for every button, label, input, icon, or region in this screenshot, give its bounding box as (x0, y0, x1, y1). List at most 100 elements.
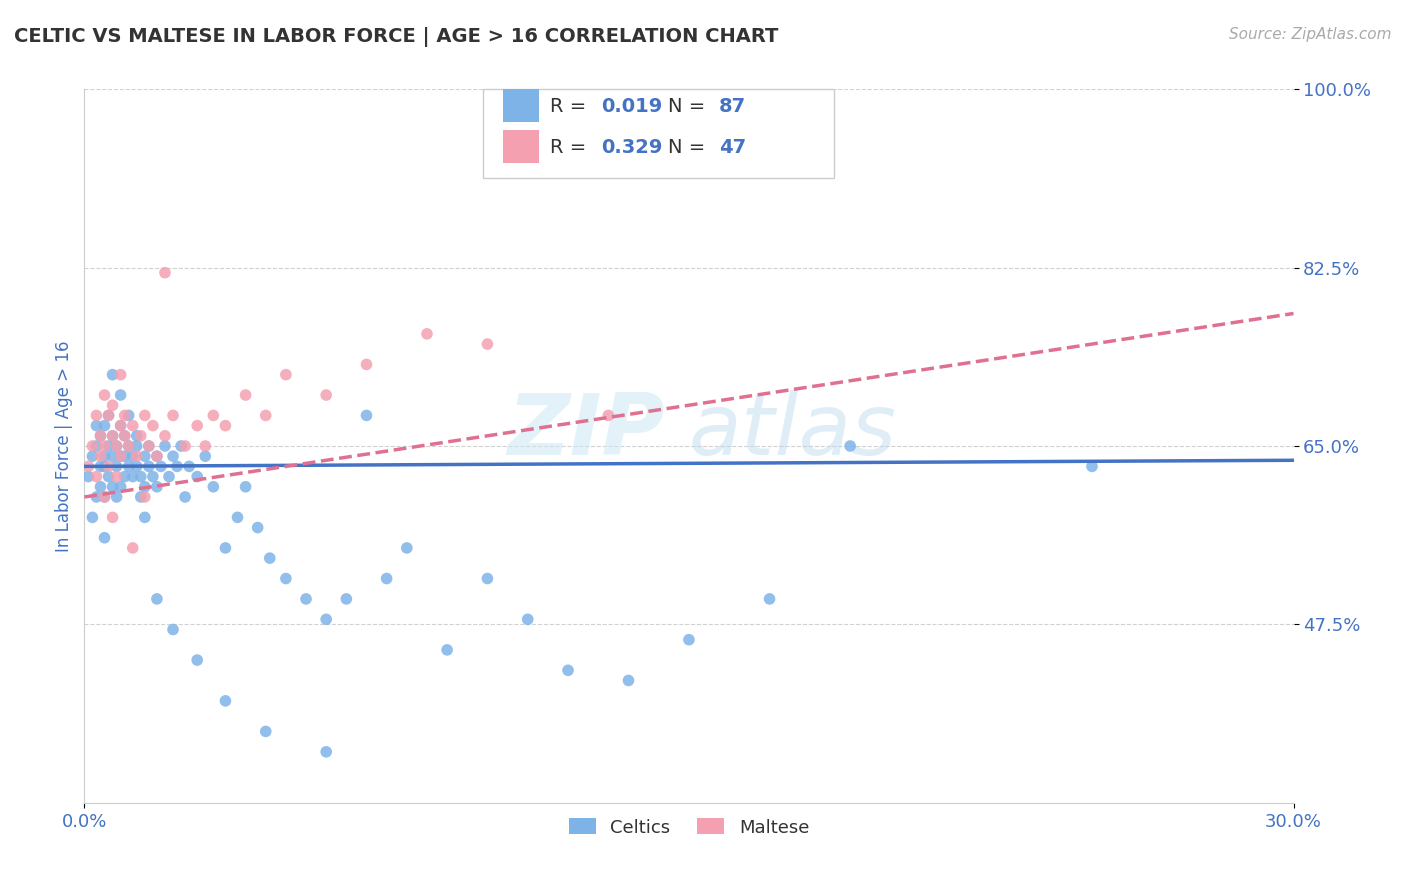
Point (114, 409, 136, 423)
Point (97, 439, 120, 453)
Point (134, 490, 156, 504)
Point (274, 572, 297, 586)
Point (356, 409, 378, 423)
Point (295, 591, 318, 606)
Point (114, 469, 136, 483)
Point (758, 591, 780, 606)
Point (93, 418, 115, 433)
Point (259, 551, 281, 566)
Point (153, 266, 176, 280)
Point (315, 388, 337, 402)
Point (118, 439, 141, 453)
Point (110, 388, 132, 402)
Point (105, 439, 128, 453)
Point (678, 632, 700, 647)
Point (101, 510, 124, 524)
Text: 0.329: 0.329 (600, 138, 662, 157)
Point (146, 591, 169, 606)
Point (557, 663, 579, 677)
Point (110, 449, 132, 463)
Point (477, 572, 499, 586)
Point (101, 398, 124, 412)
Point (93, 439, 115, 453)
Point (157, 469, 180, 483)
Text: R =: R = (550, 97, 592, 116)
FancyBboxPatch shape (503, 130, 538, 162)
Point (101, 449, 124, 463)
Point (86, 409, 108, 423)
Legend: Celtics, Maltese: Celtics, Maltese (561, 811, 817, 844)
Point (118, 409, 141, 423)
Point (246, 520, 269, 534)
Point (416, 326, 439, 341)
Point (125, 459, 148, 474)
Point (1081, 459, 1104, 474)
Point (97, 409, 120, 423)
Point (93, 490, 115, 504)
Point (110, 418, 132, 433)
Point (86, 439, 108, 453)
Point (77, 459, 100, 474)
Point (254, 724, 277, 739)
Point (89, 429, 111, 443)
Point (598, 409, 620, 423)
Point (315, 745, 337, 759)
Point (105, 469, 128, 483)
Point (617, 673, 640, 688)
Point (186, 418, 208, 433)
Point (395, 541, 418, 555)
Point (162, 623, 184, 637)
Point (86, 469, 108, 483)
Point (129, 490, 152, 504)
Point (179, 459, 201, 474)
Point (114, 429, 136, 443)
Text: N =: N = (668, 97, 711, 116)
Point (97, 459, 120, 474)
Point (166, 459, 188, 474)
Point (105, 490, 128, 504)
Point (93, 459, 115, 474)
Point (149, 459, 172, 474)
Point (170, 439, 193, 453)
Point (254, 409, 277, 423)
Point (138, 439, 160, 453)
Point (86, 490, 108, 504)
Point (214, 541, 236, 555)
Point (142, 418, 165, 433)
Point (114, 449, 136, 463)
Text: ZIP: ZIP (508, 390, 665, 474)
Point (110, 368, 132, 382)
Point (97, 469, 120, 483)
Point (89, 429, 111, 443)
Point (89, 459, 111, 474)
Text: atlas: atlas (689, 390, 897, 474)
Point (153, 429, 176, 443)
Text: CELTIC VS MALTESE IN LABOR FORCE | AGE > 16 CORRELATION CHART: CELTIC VS MALTESE IN LABOR FORCE | AGE >… (14, 27, 779, 46)
Point (93, 388, 115, 402)
Point (194, 439, 217, 453)
Point (82, 449, 104, 463)
Text: 0.019: 0.019 (600, 97, 662, 116)
Point (125, 439, 148, 453)
Point (93, 531, 115, 545)
Point (186, 469, 208, 483)
Point (146, 449, 169, 463)
Point (226, 510, 249, 524)
Point (142, 469, 165, 483)
Point (121, 418, 143, 433)
Point (121, 449, 143, 463)
Text: R =: R = (550, 138, 592, 157)
Point (375, 572, 398, 586)
Point (118, 439, 141, 453)
Point (153, 439, 176, 453)
FancyBboxPatch shape (484, 89, 834, 178)
Point (101, 368, 124, 382)
Point (138, 439, 160, 453)
Point (436, 643, 458, 657)
Point (174, 439, 197, 453)
Point (356, 358, 378, 372)
Point (162, 449, 184, 463)
Point (134, 409, 156, 423)
Point (194, 449, 217, 463)
Point (235, 480, 257, 494)
